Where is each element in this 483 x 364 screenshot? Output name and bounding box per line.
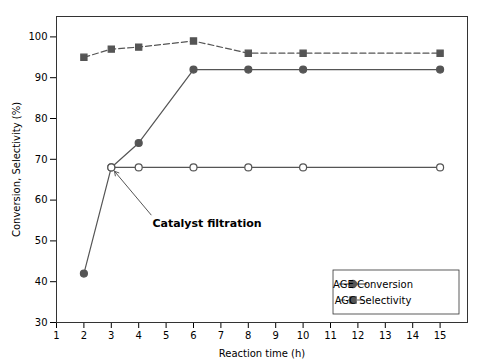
svg-text:8: 8 <box>245 330 251 341</box>
svg-text:10: 10 <box>297 330 310 341</box>
svg-text:11: 11 <box>324 330 337 341</box>
svg-text:14: 14 <box>406 330 419 341</box>
svg-text:60: 60 <box>35 194 48 205</box>
svg-text:4: 4 <box>136 330 142 341</box>
svg-text:3: 3 <box>108 330 114 341</box>
svg-text:90: 90 <box>35 72 48 83</box>
svg-text:AGE Conversion: AGE Conversion <box>333 279 413 290</box>
svg-text:1: 1 <box>53 330 59 341</box>
svg-text:50: 50 <box>35 235 48 246</box>
svg-text:2: 2 <box>81 330 87 341</box>
svg-text:Reaction time (h): Reaction time (h) <box>219 348 306 359</box>
svg-text:Conversion, Selectivity (%): Conversion, Selectivity (%) <box>11 102 22 237</box>
svg-text:15: 15 <box>434 330 447 341</box>
svg-text:13: 13 <box>379 330 392 341</box>
svg-text:40: 40 <box>35 276 48 287</box>
svg-text:70: 70 <box>35 154 48 165</box>
svg-text:100: 100 <box>28 31 47 42</box>
svg-text:9: 9 <box>273 330 279 341</box>
svg-text:6: 6 <box>190 330 196 341</box>
svg-text:AGC Selectivity: AGC Selectivity <box>335 295 412 306</box>
svg-text:80: 80 <box>35 113 48 124</box>
svg-text:30: 30 <box>35 317 48 328</box>
svg-text:7: 7 <box>218 330 224 341</box>
svg-text:Catalyst filtration: Catalyst filtration <box>152 217 261 230</box>
svg-text:5: 5 <box>163 330 169 341</box>
svg-text:12: 12 <box>352 330 365 341</box>
